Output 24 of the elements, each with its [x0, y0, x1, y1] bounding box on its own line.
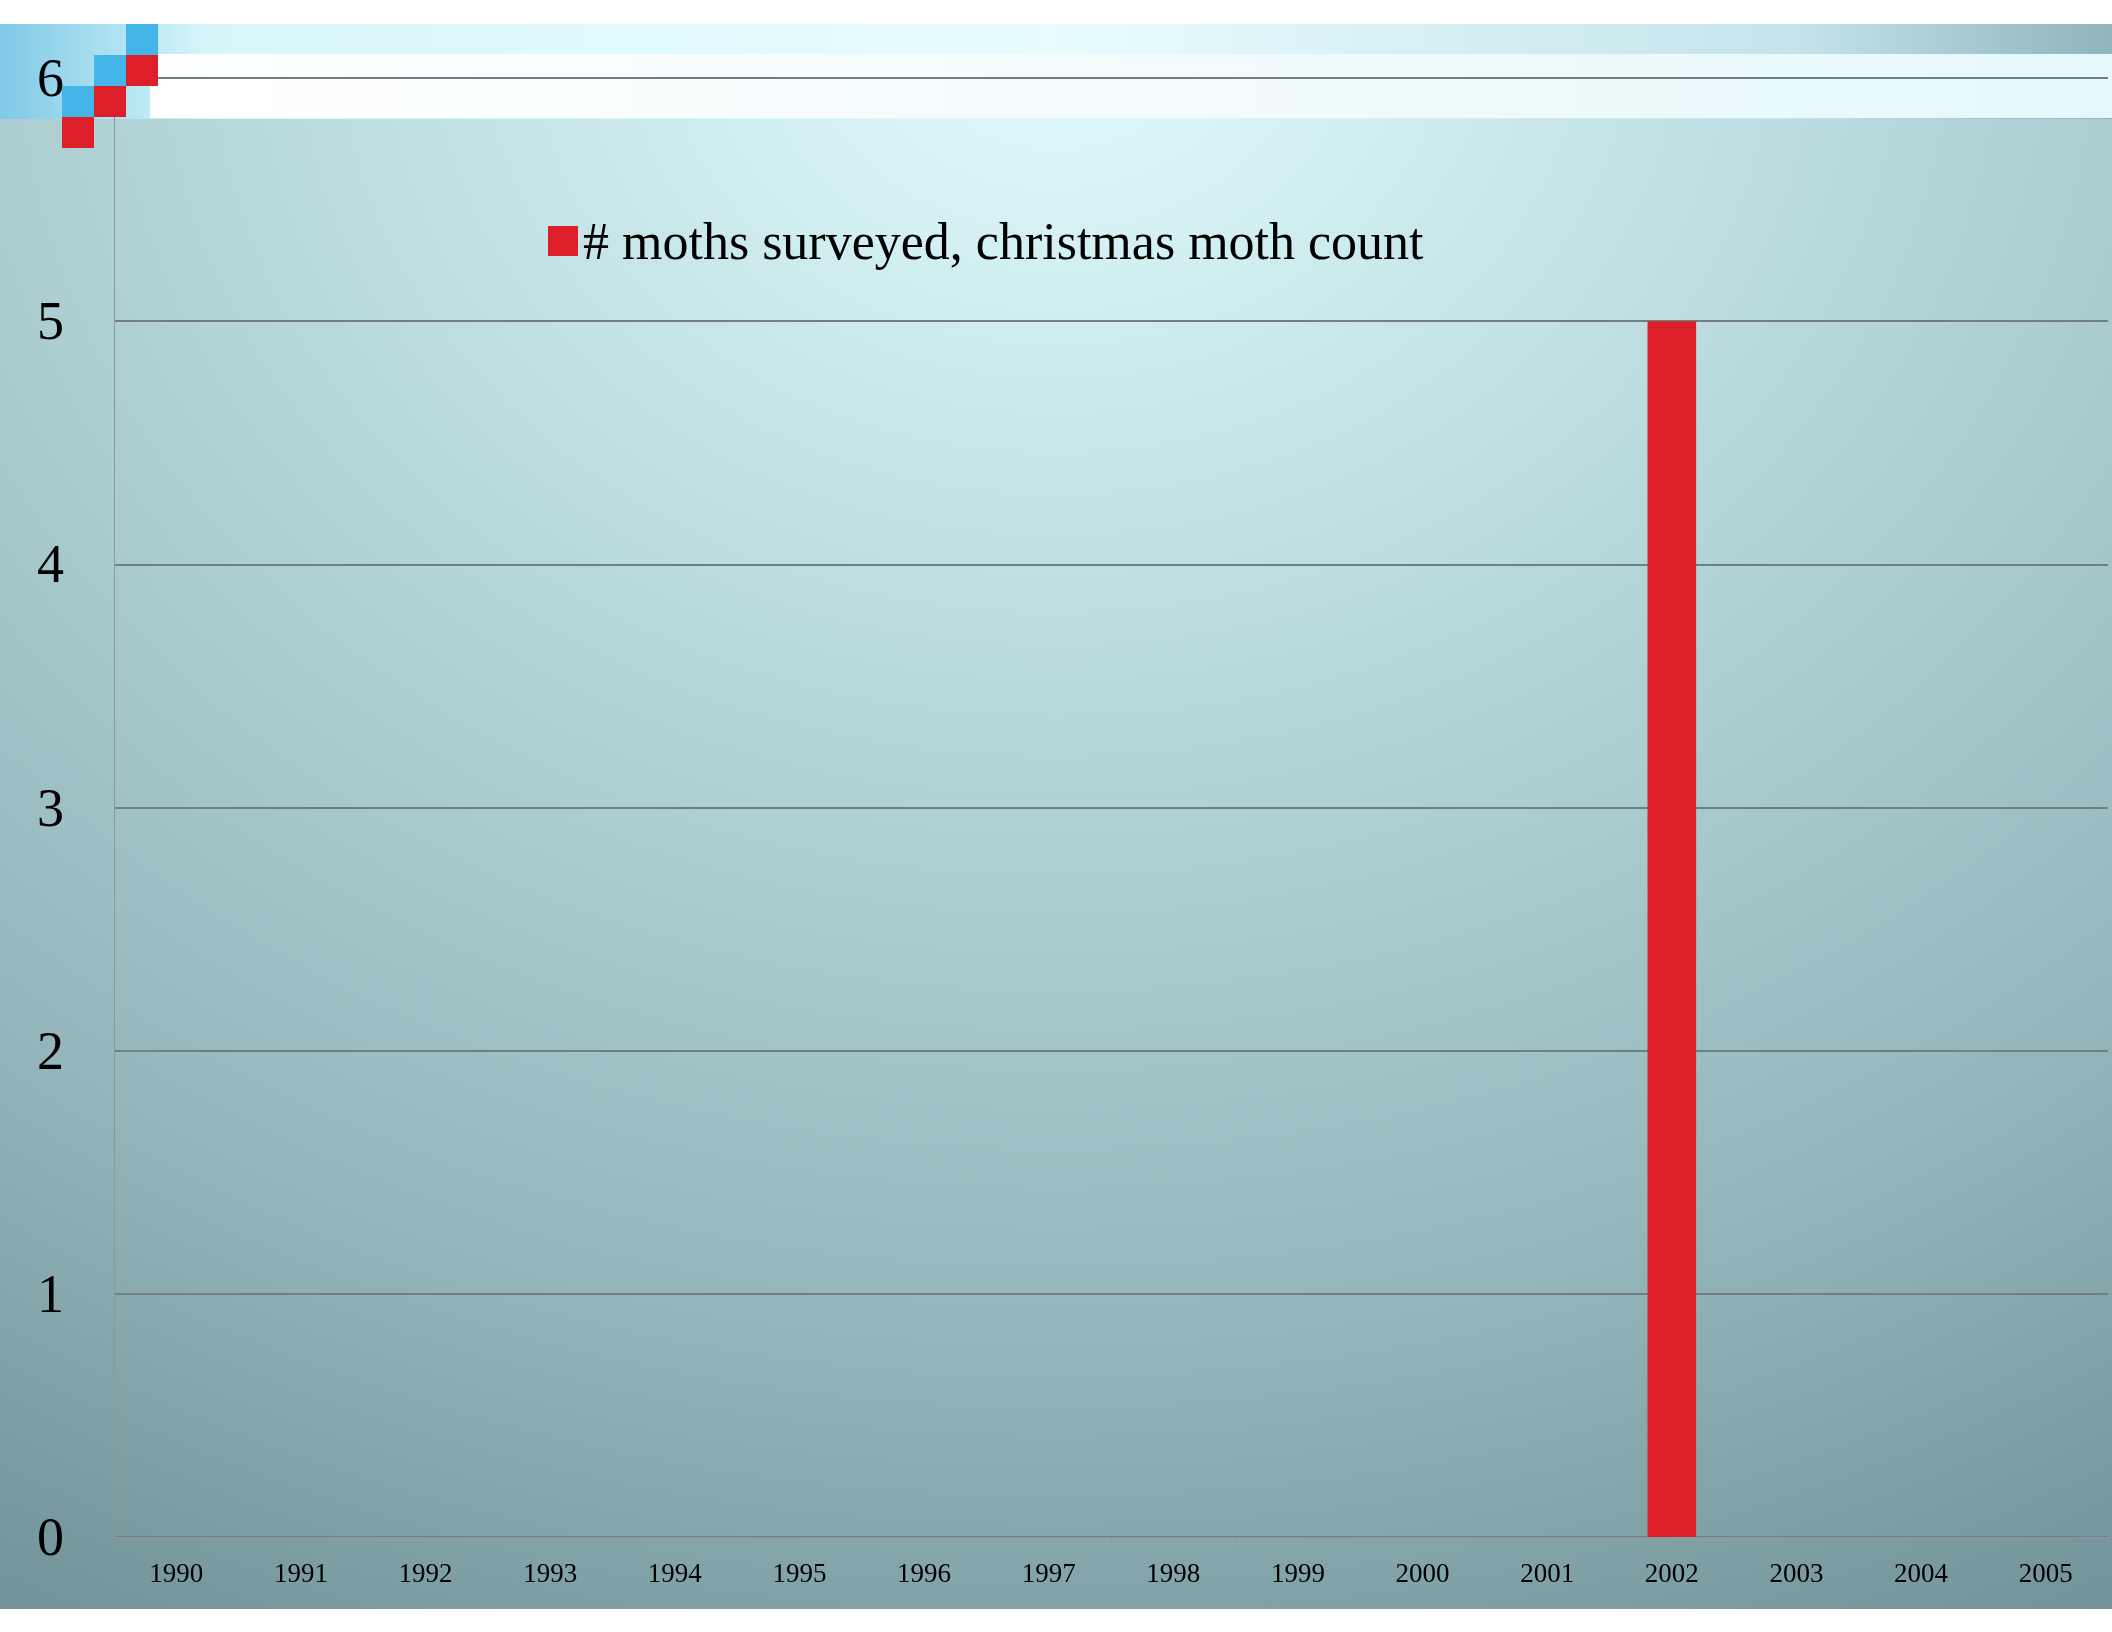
y-tick-label: 1: [37, 1263, 64, 1324]
y-tick-label: 6: [37, 48, 64, 108]
x-tick-label: 2004: [1894, 1557, 1949, 1588]
x-tick-label: 1996: [897, 1557, 952, 1588]
y-tick-label: 3: [37, 777, 64, 838]
x-tick-label: 1992: [398, 1557, 453, 1588]
y-tick-label: 4: [37, 534, 64, 595]
x-tick-label: 2001: [1520, 1557, 1575, 1588]
x-tick-label: 1997: [1021, 1557, 1076, 1588]
x-tick-label: 2002: [1644, 1557, 1699, 1588]
x-tick-label: 1990: [149, 1557, 204, 1588]
legend-label: # moths surveyed, christmas moth count: [583, 212, 1425, 270]
x-tick-label: 1998: [1146, 1557, 1201, 1588]
x-tick-label: 1993: [523, 1557, 578, 1588]
x-tick-label: 1994: [647, 1557, 703, 1588]
y-tick-label: 5: [37, 291, 64, 352]
x-tick-label: 1995: [772, 1557, 827, 1588]
y-tick-label: 0: [37, 1507, 64, 1567]
x-tick-label: 2005: [2018, 1557, 2073, 1588]
x-tick-label: 2003: [1769, 1557, 1824, 1588]
x-tick-label: 1991: [273, 1557, 328, 1588]
x-tick-label: 1999: [1270, 1557, 1325, 1588]
x-tick-label: 2000: [1395, 1557, 1450, 1588]
y-tick-label: 2: [37, 1020, 64, 1081]
